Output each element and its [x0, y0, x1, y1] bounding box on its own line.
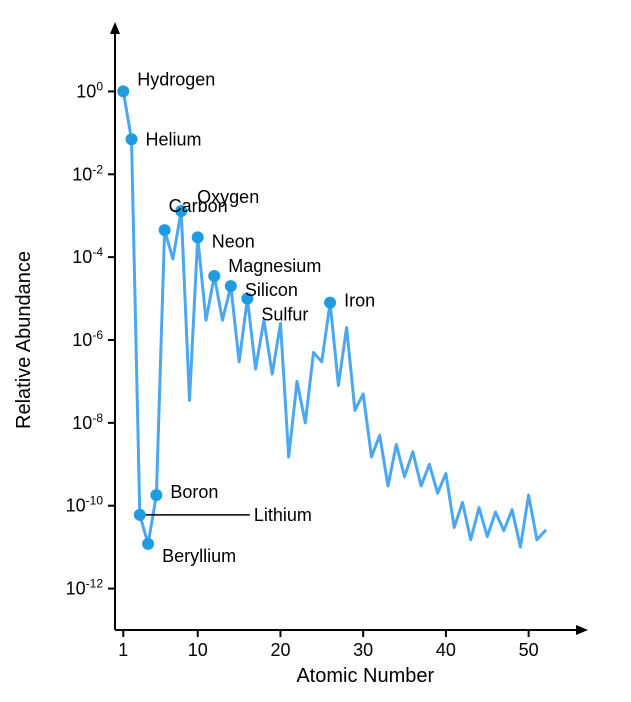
annotation-label: Hydrogen — [137, 69, 215, 89]
data-marker — [324, 297, 336, 309]
annotation-label: Boron — [170, 482, 218, 502]
y-axis-label: Relative Abundance — [13, 251, 35, 429]
x-tick-label: 10 — [188, 640, 208, 660]
x-tick-label: 1 — [118, 640, 128, 660]
x-tick-label: 30 — [353, 640, 373, 660]
data-marker — [117, 85, 129, 97]
data-marker — [159, 224, 171, 236]
annotation-label: Beryllium — [162, 546, 236, 566]
annotation-label: Lithium — [254, 505, 312, 525]
x-tick-label: 50 — [519, 640, 539, 660]
x-axis-label: Atomic Number — [296, 665, 434, 687]
annotation-label: Magnesium — [228, 256, 321, 276]
data-marker — [150, 489, 162, 501]
data-marker — [208, 270, 220, 282]
data-marker — [142, 538, 154, 550]
annotation-label: Oxygen — [197, 187, 259, 207]
annotation-label: Sulfur — [261, 305, 308, 325]
annotation-label: Iron — [344, 291, 375, 311]
x-tick-label: 20 — [270, 640, 290, 660]
data-marker — [126, 133, 138, 145]
annotation-label: Silicon — [245, 280, 298, 300]
data-marker — [192, 231, 204, 243]
annotation-label: Neon — [212, 231, 255, 251]
abundance-chart: 10010-210-410-610-810-1010-1211020304050… — [0, 0, 631, 702]
data-marker — [134, 509, 146, 521]
data-marker — [225, 280, 237, 292]
x-tick-label: 40 — [436, 640, 456, 660]
annotation-label: Helium — [146, 129, 202, 149]
